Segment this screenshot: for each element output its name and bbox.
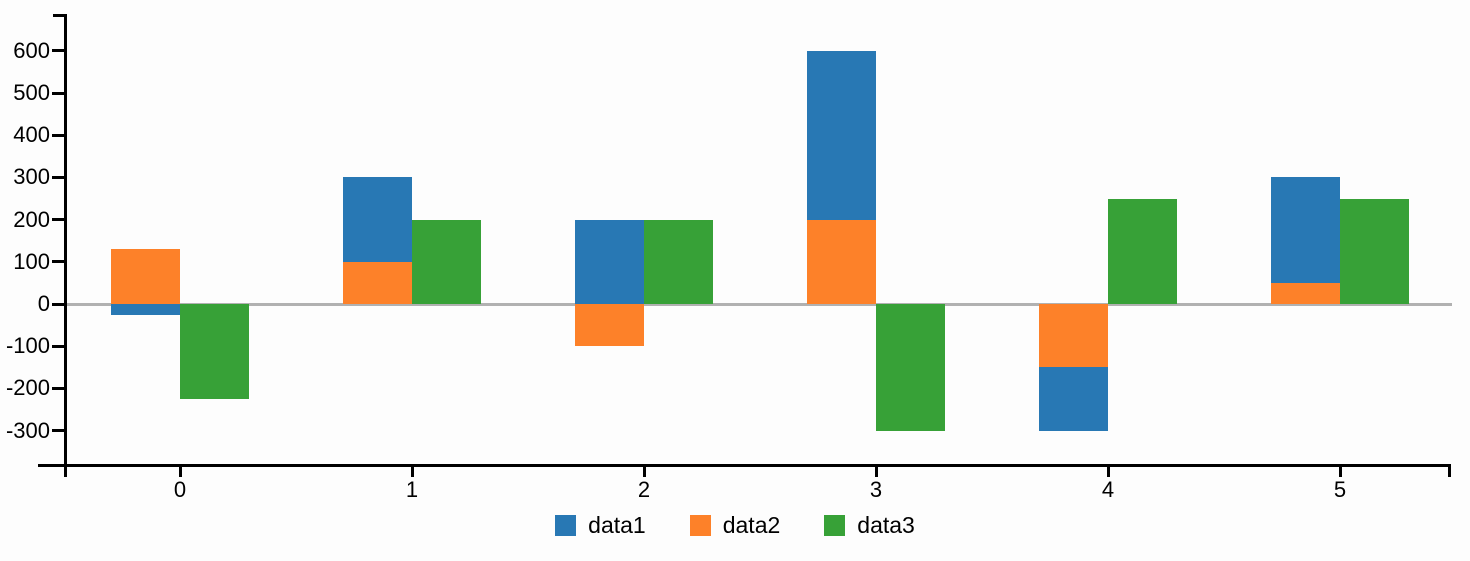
y-axis-label-100: 100 [13,248,50,274]
chart-legend: data1 data2 data3 [0,514,1470,537]
y-axis-tick-500 [52,91,65,95]
legend-label-data2: data2 [722,512,781,538]
y-axis-label-200: 200 [13,206,50,232]
bar-data1-group-5 [1271,177,1340,283]
x-axis-label-5: 5 [1333,477,1347,502]
bar-data2-group-1 [343,261,412,304]
x-axis-label-4: 4 [1101,477,1115,502]
legend-item-data2: data2 [689,512,781,538]
x-axis-tick-5 [1338,466,1342,477]
bar-data3-group-3 [876,304,945,431]
bar-data3-group-0 [180,304,249,399]
bar-data2-group-2 [575,304,644,347]
y-axis-label-500: 500 [13,80,50,106]
x-axis-label-3: 3 [869,477,883,502]
bar-data1-group-3 [807,50,876,220]
y-axis-top-cap [53,14,67,17]
y-axis-label--100: -100 [5,333,50,359]
y-axis-tick-300 [52,175,65,179]
legend-item-data1: data1 [555,514,646,537]
x-axis-line [38,464,1451,467]
y-axis-label--300: -300 [5,417,50,443]
legend-swatch-data1 [555,515,577,536]
bar-data2-group-0 [111,249,180,304]
x-axis-label-1: 1 [405,477,419,502]
bar-data2-group-4 [1039,304,1108,368]
legend-label-data1: data1 [588,512,646,538]
y-axis-label-300: 300 [13,164,50,190]
x-axis-tick-4 [1106,466,1110,477]
y-axis-tick-0 [52,302,65,306]
y-axis-tick-600 [52,49,65,53]
legend-swatch-data2 [689,515,711,536]
bar-data3-group-5 [1340,198,1409,304]
x-axis-tick-1 [410,466,414,477]
y-axis-line [64,14,67,477]
bar-data3-group-1 [412,219,481,304]
bar-data3-group-2 [644,219,713,304]
x-axis-label-0: 0 [173,477,187,502]
y-axis-label--200: -200 [5,375,50,401]
y-axis-label-0: 0 [37,291,50,316]
x-axis-tick-2 [642,466,646,477]
y-axis-tick--100 [52,344,65,348]
x-axis-tick-3 [874,466,878,477]
x-axis-tick-0 [178,466,182,477]
bar-data3-group-4 [1108,198,1177,304]
bar-data2-group-5 [1271,282,1340,304]
bar-data1-group-2 [575,219,644,304]
legend-swatch-data3 [824,515,846,536]
y-axis-tick-400 [52,133,65,137]
y-axis-tick--200 [52,386,65,390]
y-axis-tick-200 [52,218,65,222]
legend-item-data3: data3 [824,514,915,537]
bar-data1-group-4 [1039,367,1108,431]
y-axis-label-600: 600 [13,37,50,63]
zero-line [67,303,1452,306]
y-axis-tick--300 [52,429,65,432]
y-axis-label-400: 400 [13,122,50,148]
bar-data1-group-1 [343,177,412,262]
legend-label-data3: data3 [857,512,915,538]
bar-data1-group-0 [111,304,180,315]
y-axis-tick-100 [52,260,65,264]
bar-data2-group-3 [807,219,876,304]
x-axis-right-cap [1448,464,1451,477]
x-axis-label-2: 2 [637,477,651,502]
